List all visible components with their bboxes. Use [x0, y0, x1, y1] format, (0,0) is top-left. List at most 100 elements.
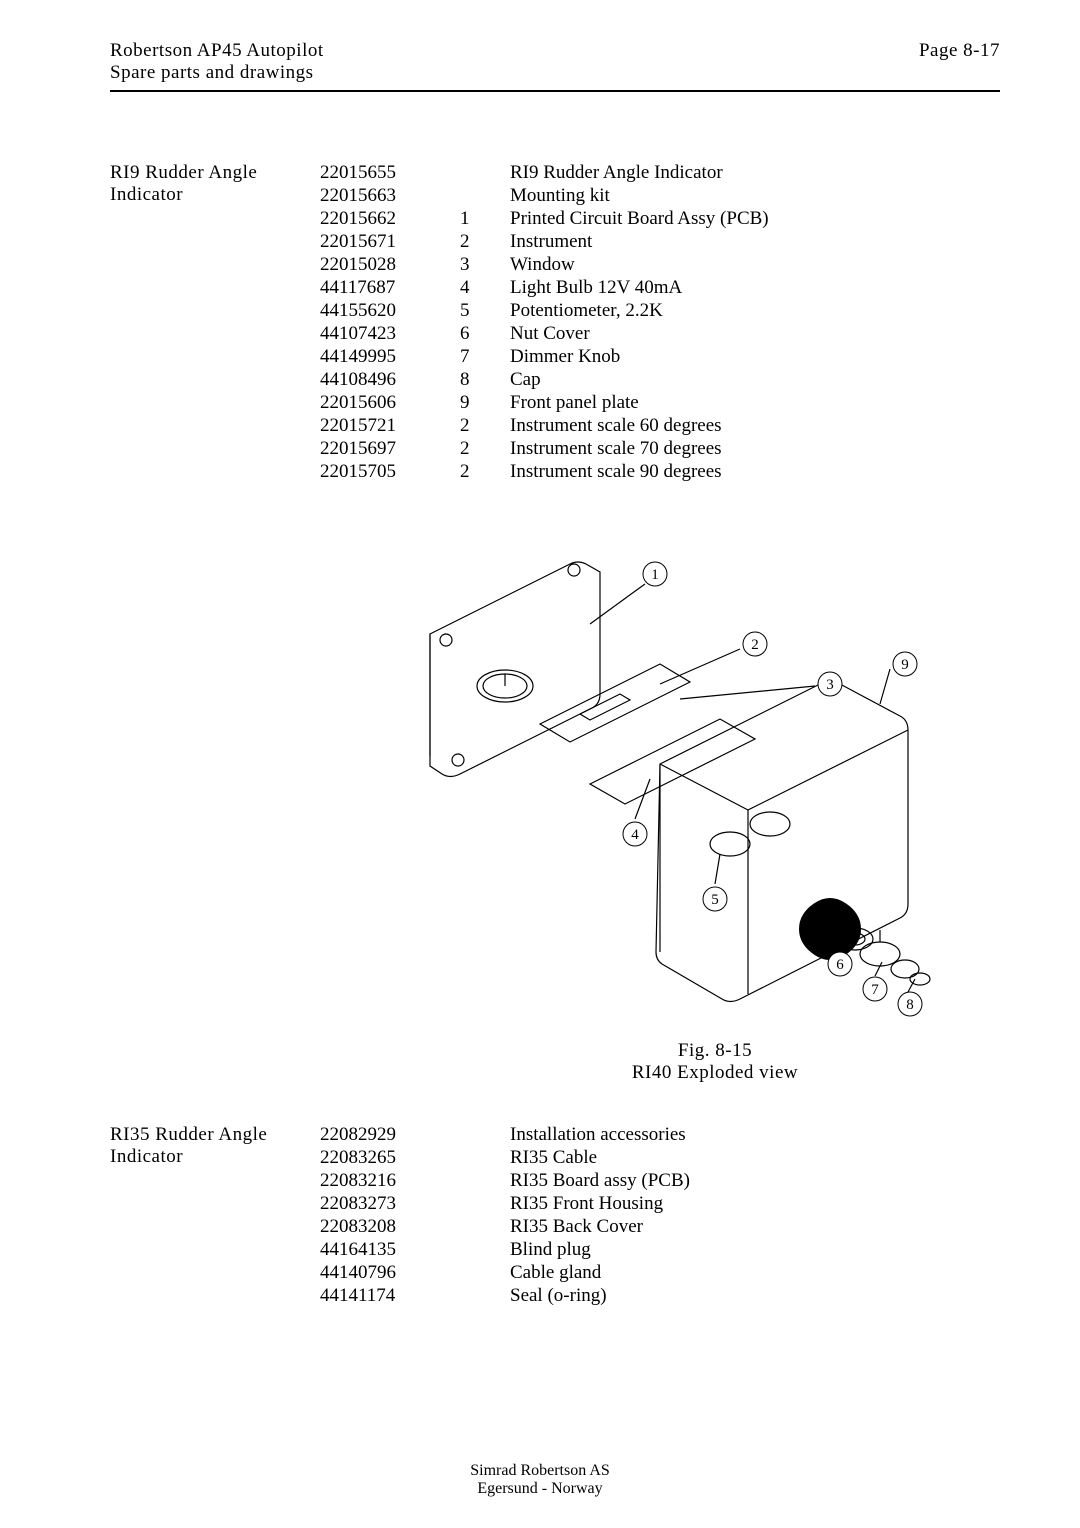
parts-section-ri9: RI9 Rudder Angle Indicator 22015655 RI9 R…: [110, 162, 1000, 484]
part-description: Nut Cover: [510, 323, 769, 346]
part-description: Printed Circuit Board Assy (PCB): [510, 208, 769, 231]
mount-hole-icon: [568, 564, 580, 576]
table-row: 220157052Instrument scale 90 degrees: [320, 461, 769, 484]
table-row: 441074236Nut Cover: [320, 323, 769, 346]
part-number: 22083216: [320, 1170, 510, 1193]
part-qty: 2: [460, 231, 510, 254]
part-qty: [460, 185, 510, 208]
part-description: Cable gland: [510, 1262, 690, 1285]
part-number: 44164135: [320, 1239, 510, 1262]
part-number: 22015028: [320, 254, 460, 277]
part-number: 44155620: [320, 300, 460, 323]
part-description: RI35 Front Housing: [510, 1193, 690, 1216]
table-row: 220150283Window: [320, 254, 769, 277]
part-number: 22083208: [320, 1216, 510, 1239]
leader-line: [875, 962, 882, 976]
part-description: RI35 Cable: [510, 1147, 690, 1170]
exploded-view-svg: 1 2 3 9 4 5 6 7 8: [360, 504, 960, 1024]
leader-line: [635, 779, 650, 819]
part-number: 22083273: [320, 1193, 510, 1216]
part-description: Light Bulb 12V 40mA: [510, 277, 769, 300]
part-number: 22083265: [320, 1147, 510, 1170]
part-number: 44140796: [320, 1262, 510, 1285]
leader-line: [660, 649, 740, 684]
part-qty: 9: [460, 392, 510, 415]
part-description: Dimmer Knob: [510, 346, 769, 369]
parts-table-ri9: 22015655RI9 Rudder Angle Indicator220156…: [320, 162, 769, 484]
callout-number: 7: [871, 982, 879, 998]
front-bezel-outline: [656, 682, 908, 1002]
part-qty: 1: [460, 208, 510, 231]
cap-icon: [891, 960, 919, 978]
part-description: Instrument scale 90 degrees: [510, 461, 769, 484]
callout-number: 9: [901, 657, 909, 673]
front-gauge-left: [710, 832, 750, 856]
part-qty: 2: [460, 438, 510, 461]
section-label-line2: Indicator: [110, 1146, 320, 1168]
parts-section-ri35: RI35 Rudder Angle Indicator 22082929Inst…: [110, 1124, 1000, 1308]
section-label-line2: Indicator: [110, 184, 320, 206]
callout-number: 1: [651, 567, 659, 583]
part-description: Potentiometer, 2.2K: [510, 300, 769, 323]
leader-line: [880, 669, 890, 704]
callout-number: 4: [631, 827, 639, 843]
part-description: Installation accessories: [510, 1124, 690, 1147]
part-number: 44149995: [320, 346, 460, 369]
part-qty: 4: [460, 277, 510, 300]
part-number: 44117687: [320, 277, 460, 300]
part-description: Blind plug: [510, 1239, 690, 1262]
part-description: Seal (o-ring): [510, 1285, 690, 1308]
part-description: RI9 Rudder Angle Indicator: [510, 162, 769, 185]
section-label-line1: RI9 Rudder Angle: [110, 162, 257, 183]
part-qty: 8: [460, 369, 510, 392]
header-title-line2: Spare parts and drawings: [110, 62, 324, 84]
page: Robertson AP45 Autopilot Spare parts and…: [0, 0, 1080, 1528]
table-row: 22082929Installation accessories: [320, 1124, 690, 1147]
table-row: 220156972Instrument scale 70 degrees: [320, 438, 769, 461]
part-qty: 3: [460, 254, 510, 277]
table-row: 22083208RI35 Back Cover: [320, 1216, 690, 1239]
back-housing-outline: [430, 562, 600, 777]
leader-line: [908, 979, 915, 992]
callout-number: 8: [906, 997, 914, 1013]
figure-caption-line1: Fig. 8-15: [430, 1040, 1000, 1062]
mount-hole-icon: [440, 634, 452, 646]
part-qty: [460, 162, 510, 185]
callout-number: 2: [751, 637, 759, 653]
callout-number: 3: [826, 677, 834, 693]
part-description: Cap: [510, 369, 769, 392]
part-qty: 6: [460, 323, 510, 346]
header-divider: [110, 90, 1000, 92]
header-title: Robertson AP45 Autopilot Spare parts and…: [110, 40, 324, 84]
table-row: 441084968Cap: [320, 369, 769, 392]
parts-table-ri35: 22082929Installation accessories22083265…: [320, 1124, 690, 1308]
part-description: Instrument scale 60 degrees: [510, 415, 769, 438]
part-number: 22015655: [320, 162, 460, 185]
mount-hole-icon: [452, 754, 464, 766]
footer-line2: Egersund - Norway: [0, 1480, 1080, 1498]
part-number: 22082929: [320, 1124, 510, 1147]
part-description: Instrument scale 70 degrees: [510, 438, 769, 461]
part-description: RI35 Board assy (PCB): [510, 1170, 690, 1193]
part-description: Mounting kit: [510, 185, 769, 208]
front-bezel-inner-edge2: [660, 764, 748, 810]
part-number: 44107423: [320, 323, 460, 346]
part-description: Window: [510, 254, 769, 277]
callout-number: 5: [711, 892, 719, 908]
table-row: 22083265RI35 Cable: [320, 1147, 690, 1170]
page-footer: Simrad Robertson AS Egersund - Norway: [0, 1462, 1080, 1498]
part-number: 22015606: [320, 392, 460, 415]
part-qty: 5: [460, 300, 510, 323]
table-row: 220156712Instrument: [320, 231, 769, 254]
table-row: 441176874Light Bulb 12V 40mA: [320, 277, 769, 300]
leader-line: [590, 584, 645, 624]
part-description: RI35 Back Cover: [510, 1216, 690, 1239]
callout-number: 6: [836, 957, 844, 973]
page-number: Page 8-17: [919, 40, 1000, 84]
section-label-line1: RI35 Rudder Angle: [110, 1124, 267, 1145]
part-number: 44141174: [320, 1285, 510, 1308]
dimmer-knob-icon: [860, 942, 900, 966]
part-number: 22015697: [320, 438, 460, 461]
table-row: 22015655 RI9 Rudder Angle Indicator: [320, 162, 769, 185]
part-number: 22015721: [320, 415, 460, 438]
